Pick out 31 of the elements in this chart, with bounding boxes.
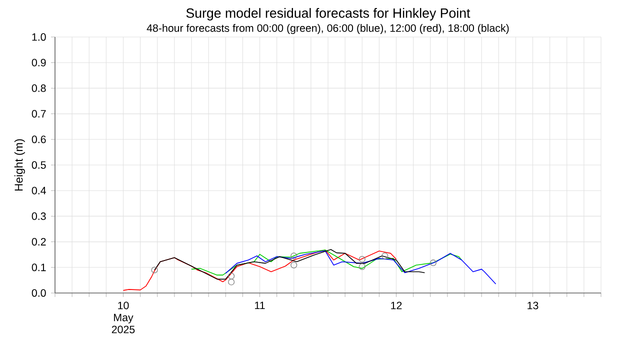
y-tick-label: 0.3 xyxy=(32,212,46,220)
point xyxy=(290,252,298,260)
y-tick-label: 0.4 xyxy=(32,186,46,194)
line-series xyxy=(122,250,397,291)
point xyxy=(358,263,366,270)
y-tick-label: 0.0 xyxy=(32,289,46,297)
point xyxy=(228,272,235,280)
x-tick-label: 11 xyxy=(255,302,265,310)
y-tick-label: 0.1 xyxy=(32,264,46,272)
point xyxy=(290,262,298,268)
line-series xyxy=(154,249,426,280)
line-series xyxy=(191,250,462,276)
y-tick-label: 0.8 xyxy=(32,84,46,92)
point xyxy=(430,260,436,266)
line-series xyxy=(225,250,496,284)
y-tick-label: 0.5 xyxy=(32,161,46,169)
point xyxy=(151,266,158,274)
y-tick-label: 0.9 xyxy=(32,58,46,66)
point xyxy=(382,252,388,260)
point xyxy=(358,256,366,262)
x-tick-label: 12 xyxy=(391,302,402,310)
x-tick-label: 13 xyxy=(528,302,538,310)
y-axis-title: Height (m) xyxy=(14,139,25,191)
y-tick-label: 1.0 xyxy=(32,33,46,41)
chart-title: Surge model residual forecasts for Hinkley Point xyxy=(186,8,470,20)
y-tick-label: 0.6 xyxy=(32,136,46,144)
y-tick-label: 0.2 xyxy=(32,238,46,246)
chart-subtitle: 48-hour forecasts from 00:00 (green), 06:00 (blue), 12:00 (red), 18:00 (black) xyxy=(146,24,509,34)
y-tick-label: 0.7 xyxy=(32,110,46,118)
x-tick-label: 10 May 2025 xyxy=(112,302,135,334)
point xyxy=(228,278,235,286)
